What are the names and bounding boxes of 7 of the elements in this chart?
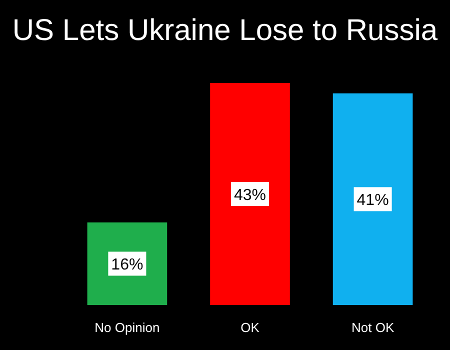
data-label: 43%: [234, 187, 266, 204]
x-tick-label: OK: [240, 320, 260, 335]
data-label: 41%: [356, 192, 389, 210]
x-tick-label: No Opinion: [94, 320, 160, 335]
data-label: 16%: [111, 256, 144, 274]
x-tick-label: Not OK: [351, 320, 394, 335]
chart-title: US Lets Ukraine Lose to Russia: [12, 14, 438, 47]
